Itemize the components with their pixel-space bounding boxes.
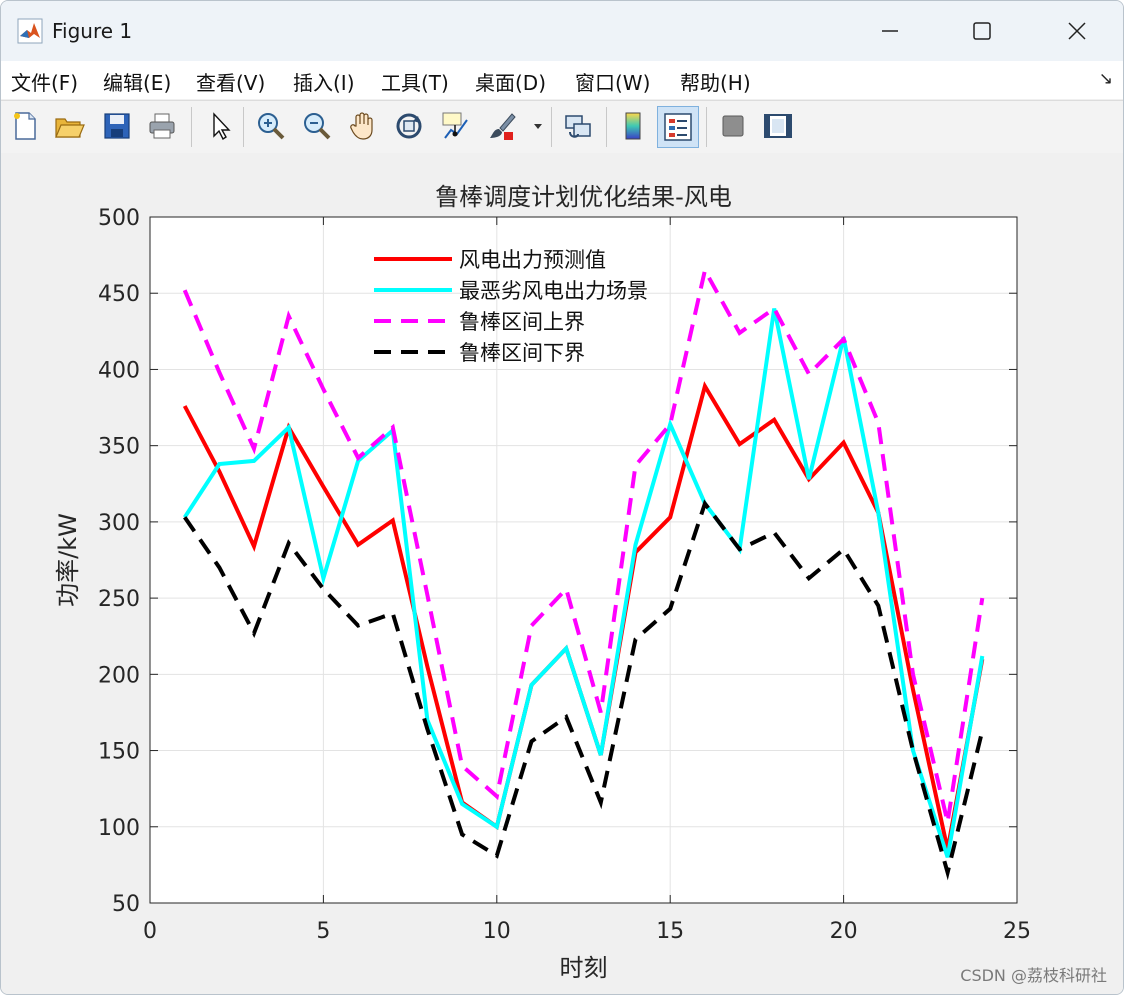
y-tick-label: 50 xyxy=(112,892,140,917)
y-tick-label: 450 xyxy=(98,282,140,307)
toolbar-separator xyxy=(606,107,607,147)
link-plot-icon[interactable] xyxy=(562,110,594,142)
print-icon[interactable] xyxy=(146,110,178,142)
minimize-button[interactable] xyxy=(844,1,936,61)
x-tick-label: 20 xyxy=(830,919,858,944)
menu-file[interactable]: 文件(F) xyxy=(11,71,79,95)
legend-toggle-button[interactable] xyxy=(657,106,699,148)
menu-help[interactable]: 帮助(H) xyxy=(680,71,751,95)
legend-label-0: 风电出力预测值 xyxy=(459,248,606,272)
menu-edit[interactable]: 编辑(E) xyxy=(103,71,172,95)
hide-plot-tools-icon[interactable] xyxy=(717,110,749,142)
brush-icon[interactable] xyxy=(486,110,518,142)
y-tick-label: 500 xyxy=(98,206,140,231)
series-line-2 xyxy=(182,264,985,823)
title-bar: Figure 1 xyxy=(1,1,1123,61)
pan-hand-icon[interactable] xyxy=(347,110,379,142)
y-tick-label: 250 xyxy=(98,587,140,612)
legend-label-2: 鲁棒区间上界 xyxy=(459,310,585,334)
close-icon xyxy=(1068,22,1086,40)
zoom-out-icon[interactable] xyxy=(301,110,333,142)
maximize-button[interactable] xyxy=(936,1,1028,61)
select-pointer-icon[interactable] xyxy=(204,110,236,142)
toolbar-separator xyxy=(706,107,707,147)
x-tick-label: 10 xyxy=(483,919,511,944)
y-tick-label: 200 xyxy=(98,663,140,688)
x-tick-label: 5 xyxy=(316,919,330,944)
undock-arrow-icon[interactable]: ↘ xyxy=(1098,69,1113,89)
y-tick-label: 400 xyxy=(98,358,140,383)
axes-box xyxy=(149,216,1018,904)
y-tick-label: 300 xyxy=(98,511,140,536)
chart: 0 5 10 15 20 25 50 100 150 200 250 300 350 400 450 500 鲁… xyxy=(54,183,1031,982)
window-title: Figure 1 xyxy=(52,19,133,43)
y-tick-label: 350 xyxy=(98,435,140,460)
menu-bar: 文件(F) 编辑(E) 查看(V) 插入(I) 工具(T) 桌面(D) 窗口(W… xyxy=(1,61,1123,99)
brush-dropdown-chevron-icon[interactable] xyxy=(533,121,543,131)
x-tick-label: 25 xyxy=(1003,919,1031,944)
figure-canvas: 0 5 10 15 20 25 50 100 150 200 250 300 350 400 450 500 鲁… xyxy=(1,153,1123,994)
y-tick-label: 150 xyxy=(98,740,140,765)
legend-label-3: 鲁棒区间下界 xyxy=(459,341,585,365)
chart-title: 鲁棒调度计划优化结果-风电 xyxy=(435,183,732,211)
y-tick-label: 100 xyxy=(98,816,140,841)
menu-tools[interactable]: 工具(T) xyxy=(381,71,449,95)
data-cursor-icon[interactable] xyxy=(439,110,471,142)
colorbar-icon[interactable] xyxy=(617,110,649,142)
toolbar-separator xyxy=(191,107,192,147)
series-line-3 xyxy=(183,499,985,881)
show-plot-tools-icon[interactable] xyxy=(762,110,794,142)
x-tick-label: 0 xyxy=(143,919,157,944)
matlab-logo-icon xyxy=(17,18,43,44)
x-axis-label: 时刻 xyxy=(560,954,608,982)
toolbar-separator xyxy=(551,107,552,147)
legend-label-1: 最恶劣风电出力场景 xyxy=(459,279,648,303)
minimize-icon xyxy=(882,30,898,32)
menu-desktop[interactable]: 桌面(D) xyxy=(475,71,547,95)
menu-window[interactable]: 窗口(W) xyxy=(575,71,651,95)
menu-view[interactable]: 查看(V) xyxy=(196,71,266,95)
maximize-icon xyxy=(973,22,991,40)
watermark: CSDN @荔枝科研社 xyxy=(960,966,1107,985)
menu-insert[interactable]: 插入(I) xyxy=(293,71,355,95)
toolbar-separator xyxy=(243,107,244,147)
series-line-1 xyxy=(183,308,985,858)
y-axis-label: 功率/kW xyxy=(54,513,82,607)
new-figure-icon[interactable] xyxy=(9,110,41,142)
rotate-3d-icon[interactable] xyxy=(393,110,425,142)
close-button[interactable] xyxy=(1031,1,1123,61)
legend-icon xyxy=(664,113,692,141)
save-icon[interactable] xyxy=(101,110,133,142)
open-file-icon[interactable] xyxy=(53,110,85,142)
figure-toolbar xyxy=(1,100,1123,154)
x-tick-label: 15 xyxy=(656,919,684,944)
zoom-in-icon[interactable] xyxy=(255,110,287,142)
